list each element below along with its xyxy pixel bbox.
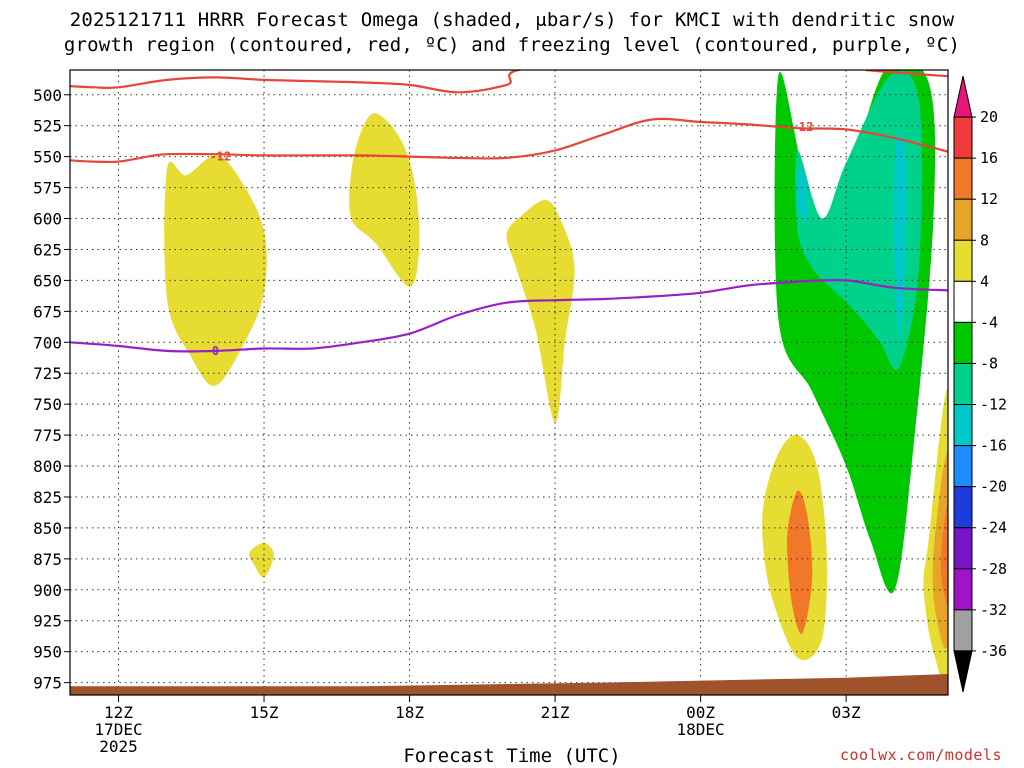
y-tick-label-700: 700: [33, 333, 62, 352]
omega-shading-layer: [164, 70, 948, 683]
x-tick-label-15Z-0: 15Z: [250, 703, 279, 722]
colorbar-label-3: 8: [980, 231, 989, 249]
x-tick-label-03Z-0: 03Z: [832, 703, 861, 722]
grid-layer: [70, 70, 948, 695]
contour-label-0: -12: [210, 150, 232, 164]
colorbar-label-13: -36: [980, 642, 1007, 660]
x-axis-label: Forecast Time (UTC): [403, 745, 621, 767]
colorbar-label-6: -8: [980, 354, 998, 372]
colorbar-bin-3: [953, 198, 973, 241]
colorbar-label-5: -4: [980, 313, 998, 331]
colorbar-bin-7: [953, 362, 973, 406]
colorbar-bin-6: [953, 321, 973, 364]
y-tick-label-525: 525: [33, 117, 62, 136]
y-tick-label-750: 750: [33, 395, 62, 414]
y-tick-label-875: 875: [33, 550, 62, 569]
y-tick-label-975: 975: [33, 674, 62, 693]
colorbar: 20 16 12 8 4 -4 -8 -12 -16 -20 -24 -28 -32 -36: [953, 75, 1007, 693]
y-tick-label-950: 950: [33, 643, 62, 662]
y-tick-label-675: 675: [33, 302, 62, 321]
colorbar-bin-10: [953, 486, 973, 529]
y-tick-label-500: 500: [33, 86, 62, 105]
colorbar-label-12: -32: [980, 601, 1007, 619]
colorbar-label-9: -20: [980, 478, 1007, 496]
colorbar-label-7: -12: [980, 396, 1007, 414]
y-tick-label-850: 850: [33, 519, 62, 538]
colorbar-label-11: -28: [980, 560, 1007, 578]
contour-line-2: [70, 117, 948, 164]
terrain-layer: [70, 674, 948, 695]
colorbar-bin-4: [953, 239, 973, 282]
colorbar-bin-2: [953, 157, 973, 200]
x-tick-label-12Z-1: 17DEC: [94, 720, 142, 739]
x-tick-label-18Z-0: 18Z: [395, 703, 424, 722]
omega-region-1: [349, 113, 420, 287]
omega-region-2: [506, 199, 575, 423]
omega-region-3: [249, 542, 274, 578]
plot-frame: [69, 69, 949, 696]
y-tick-label-725: 725: [33, 364, 62, 383]
omega-region-13: [894, 131, 907, 337]
omega-region-6: [649, 342, 717, 592]
contour-line-3: [70, 278, 948, 353]
y-axis: 500 525 550 575 600 625 650 675 700 725 750 775 800 8…: [33, 86, 70, 693]
omega-region-16: [940, 503, 948, 605]
contour-label-1: -12: [792, 120, 814, 134]
colorbar-bin-8: [953, 404, 973, 447]
omega-region-11: [795, 70, 922, 371]
colorbar-label-0: 20: [980, 108, 998, 126]
colorbar-bin-1: [953, 116, 973, 159]
x-tick-label-00Z-0: 00Z: [686, 703, 715, 722]
y-tick-label-900: 900: [33, 581, 62, 600]
y-tick-label-925: 925: [33, 612, 62, 631]
colorbar-bin-11: [953, 527, 973, 570]
colorbar-bin-12: [953, 568, 973, 611]
y-tick-label-600: 600: [33, 210, 62, 229]
x-tick-label-21Z-0: 21Z: [541, 703, 570, 722]
colorbar-label-1: 16: [980, 149, 998, 167]
chart-title-line-1: 2025121711 HRRR Forecast Omega (shaded, …: [69, 9, 955, 31]
colorbar-label-2: 12: [980, 190, 998, 208]
y-tick-label-650: 650: [33, 271, 62, 290]
colorbar-label-4: 4: [980, 272, 989, 290]
x-tick-label-00Z-1: 18DEC: [677, 720, 725, 739]
site-credit[interactable]: coolwx.com/models: [839, 746, 1002, 764]
colorbar-label-10: -24: [980, 519, 1007, 537]
colorbar-bin-9: [953, 445, 973, 488]
x-tick-label-12Z-2: 2025: [99, 737, 138, 756]
contour-label-2: 0: [212, 344, 219, 358]
terrain-surface: [70, 674, 948, 695]
omega-region-12: [796, 167, 809, 220]
omega-region-4: [492, 76, 507, 123]
colorbar-bin-0: [953, 75, 973, 118]
contour-line-0: [70, 70, 525, 94]
colorbar-bin-5: [953, 280, 973, 323]
y-tick-label-575: 575: [33, 179, 62, 198]
y-tick-label-800: 800: [33, 457, 62, 476]
y-tick-label-825: 825: [33, 488, 62, 507]
chart-title-line-2: growth region (contoured, red, ºC) and f…: [63, 34, 961, 56]
y-tick-label-625: 625: [33, 240, 62, 259]
colorbar-bin-14: [953, 650, 973, 693]
omega-region-8: [786, 490, 813, 634]
colorbar-bin-13: [953, 609, 973, 652]
x-tick-label-12Z-0: 12Z: [104, 703, 133, 722]
omega-region-15: [932, 452, 948, 649]
omega-region-5: [484, 472, 517, 571]
y-tick-label-550: 550: [33, 148, 62, 167]
contour-layer: -12 -12 0: [70, 70, 948, 358]
y-tick-label-775: 775: [33, 426, 62, 445]
omega-region-0: [164, 155, 267, 386]
colorbar-label-8: -16: [980, 437, 1007, 455]
